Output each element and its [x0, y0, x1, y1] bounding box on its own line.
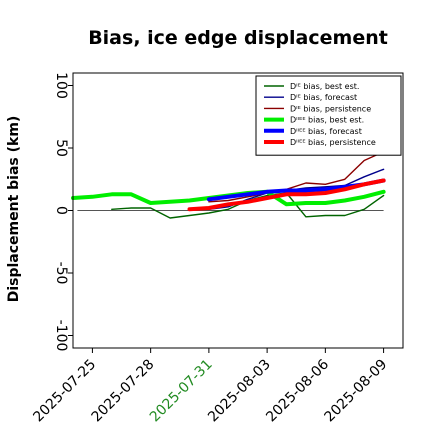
- legend-label: Dᴵᴵᴱᴱ bias, persistence: [290, 138, 376, 147]
- legend-label: Dᴵᴱ bias, best est.: [290, 82, 359, 91]
- legend-label: Dᴵᴱ bias, persistence: [290, 104, 371, 113]
- legend-label: Dᴵᴱ bias, forecast: [290, 93, 357, 102]
- x-tick-label: 2025-08-09: [322, 357, 391, 426]
- series-line-6: [187, 178, 386, 212]
- y-axis-label: Displacement bias (km): [6, 116, 22, 303]
- legend: Dᴵᴱ bias, best est. Dᴵᴱ bias, forecast Dᴵᴱ…: [255, 75, 402, 156]
- y-tick-label: 0: [53, 206, 69, 215]
- chart-title: Bias, ice edge displacement: [88, 27, 388, 49]
- y-tick-label: -50: [53, 262, 69, 285]
- legend-label: Dᴵᴵᴱᴱ bias, best est.: [290, 116, 364, 125]
- y-tick-label: -100: [53, 320, 69, 352]
- y-tick-label: 50: [53, 139, 69, 157]
- legend-label: Dᴵᴵᴱᴱ bias, forecast: [290, 127, 362, 136]
- series-line-3: [208, 151, 385, 203]
- y-tick-label: 100: [53, 72, 69, 99]
